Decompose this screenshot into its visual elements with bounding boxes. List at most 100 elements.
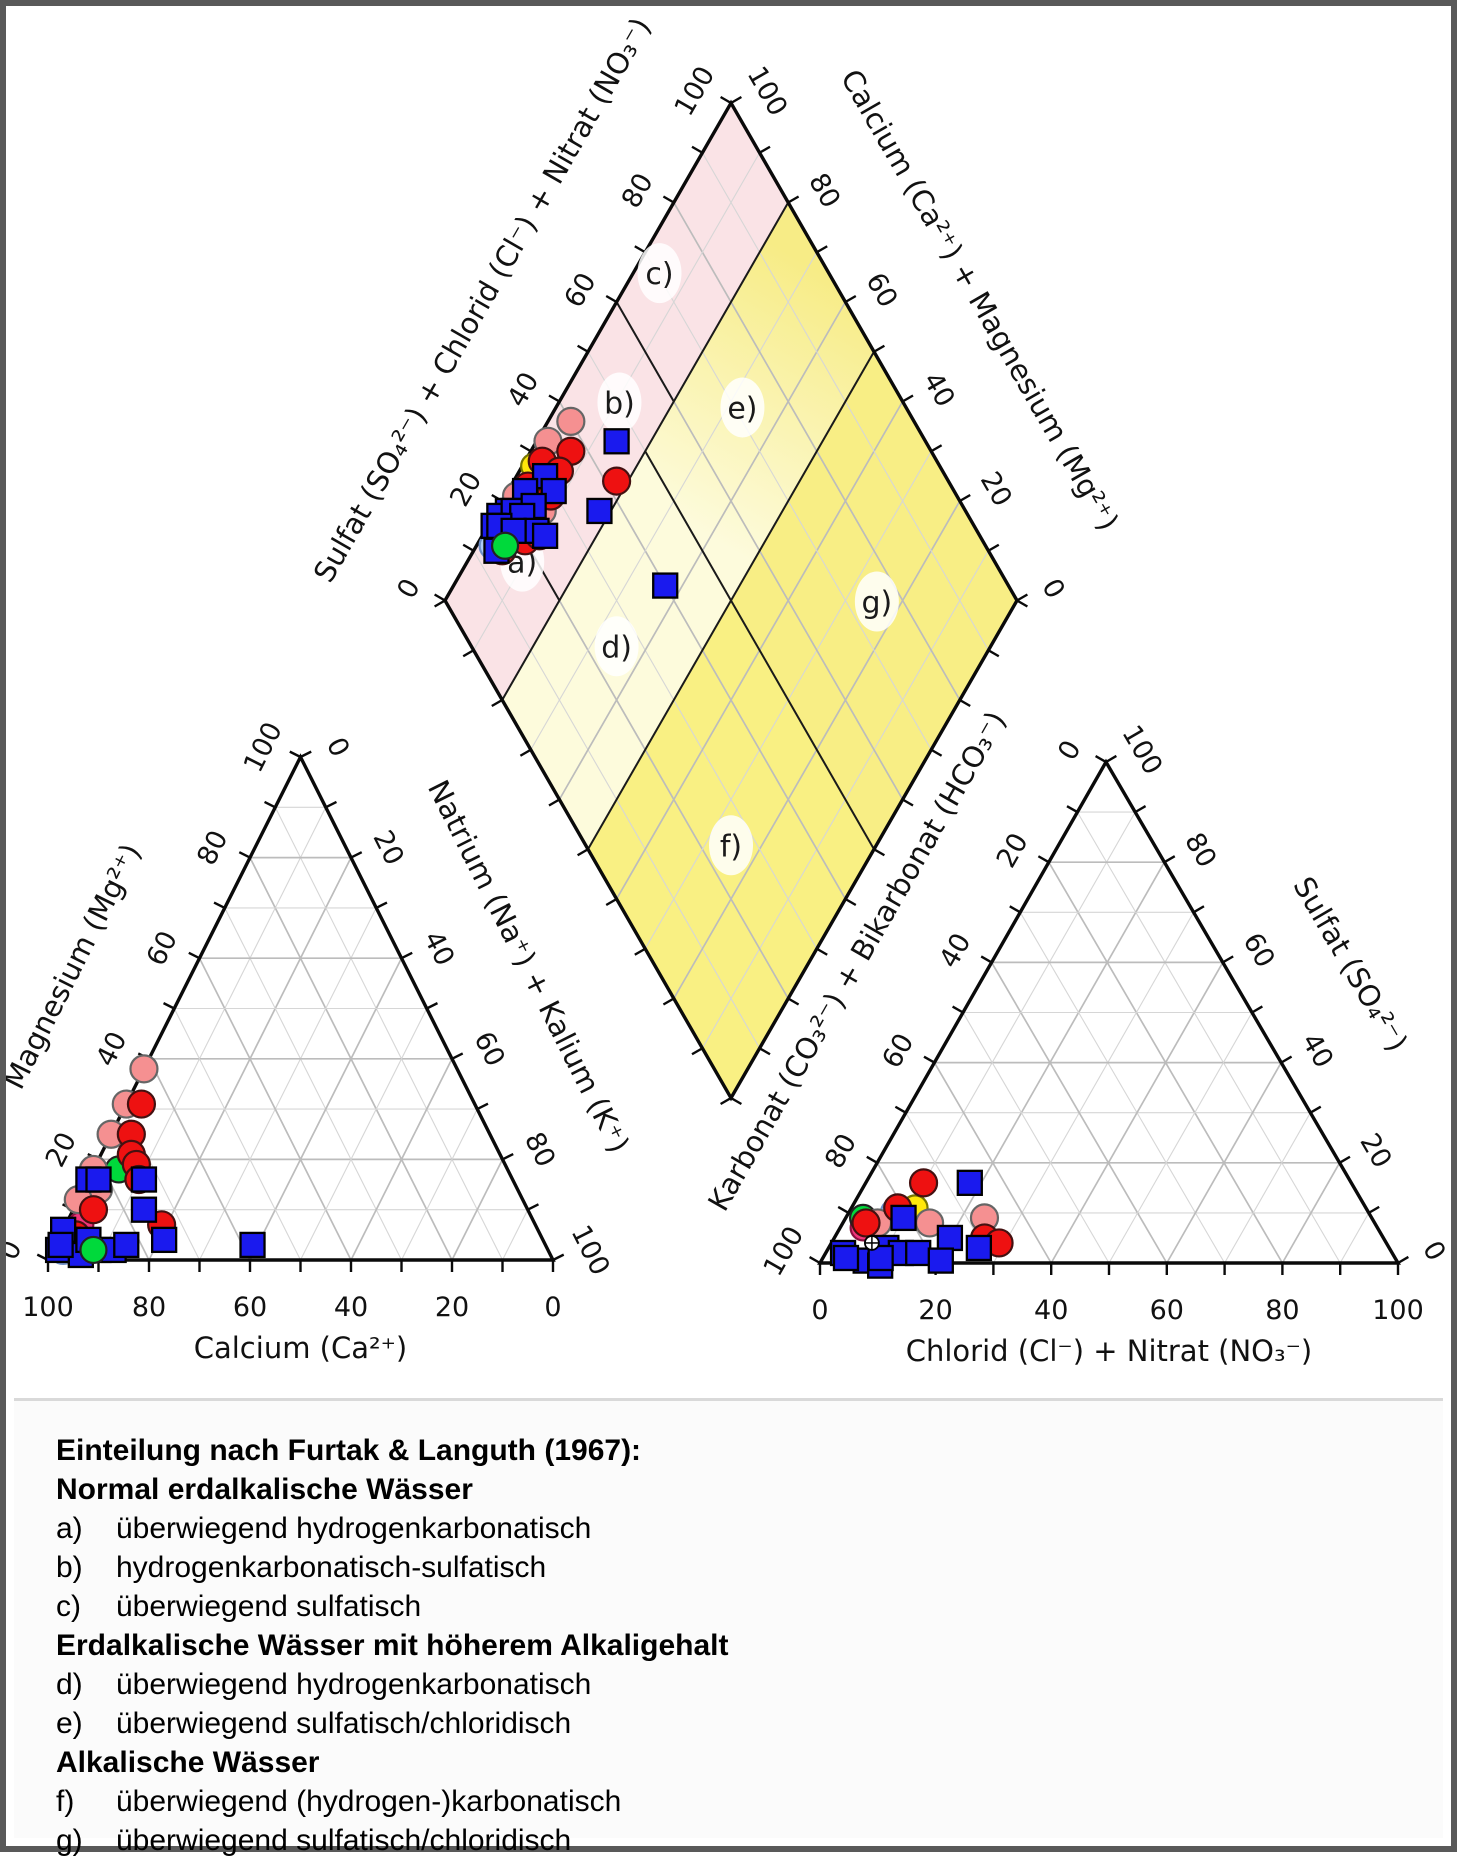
axis-title-anion-bottom: Chlorid (Cl⁻) + Nitrat (NO₃⁻) xyxy=(906,1334,1313,1368)
grid-line xyxy=(992,912,1195,1264)
axis-tick-label: 0 xyxy=(391,574,426,604)
grid-line xyxy=(1339,1212,1370,1264)
marker-blue-square xyxy=(936,1224,964,1252)
axis-tick xyxy=(787,997,800,1006)
axis-tick xyxy=(519,444,532,453)
axis-tick-label: 80 xyxy=(132,1292,166,1323)
axis-tick xyxy=(400,951,413,960)
grid-line xyxy=(224,907,402,1261)
grid-line xyxy=(1166,1062,1282,1264)
axis-tick xyxy=(576,344,589,353)
region-label-halo xyxy=(597,372,642,433)
axis-tick-label: 60 xyxy=(559,268,603,313)
marker-red-circle xyxy=(126,1089,157,1119)
axis-tick-label: 40 xyxy=(334,1292,368,1323)
axis-tick-label: 20 xyxy=(974,467,1018,512)
legend-item-key: a) xyxy=(56,1512,83,1545)
grid-line xyxy=(1224,1112,1311,1264)
axis-tick xyxy=(1163,855,1176,864)
axis-tick xyxy=(1368,1205,1380,1214)
legend-item-f: f) überwiegend (hydrogen-)karbonatisch xyxy=(56,1782,1423,1821)
marker-green-circle xyxy=(79,1235,108,1265)
axis-tick-label: 60 xyxy=(1237,928,1281,973)
marker-blue-square xyxy=(130,1196,158,1223)
axis-tick xyxy=(1016,599,1029,608)
axis-tick xyxy=(866,1155,878,1164)
axis-tick-label: 20 xyxy=(444,467,488,512)
axis-tick xyxy=(1134,805,1147,814)
legend-item-text: überwiegend hydrogenkarbonatisch xyxy=(116,1512,592,1545)
axis-tick xyxy=(923,1055,935,1064)
axis-tick xyxy=(634,245,646,254)
axis-tick xyxy=(691,1047,703,1056)
axis-tick xyxy=(462,543,475,552)
axis-tick xyxy=(433,599,446,608)
region-label-halo xyxy=(720,377,765,438)
grid-line xyxy=(274,807,503,1261)
legend-item-e: e) überwiegend sulfatisch/chloridisch xyxy=(56,1704,1423,1743)
legend-item-text: überwiegend sulfatisch xyxy=(116,1590,422,1623)
legend-item-text: hydrogenkarbonatisch-sulfatisch xyxy=(116,1551,547,1584)
axis-tick xyxy=(662,997,675,1006)
axis-tick-label: 80 xyxy=(518,1127,561,1172)
axis-tick xyxy=(787,195,800,204)
axis-tick-label: 40 xyxy=(934,928,978,973)
legend-item-text: überwiegend sulfatisch/chloridisch xyxy=(116,1824,572,1857)
axis-tick xyxy=(188,951,201,960)
axis-tick xyxy=(930,748,943,757)
axis-tick-label: 0 xyxy=(1416,1236,1451,1266)
axis-tick xyxy=(902,394,914,403)
axis-tick xyxy=(299,750,312,759)
axis-tick xyxy=(1094,755,1107,764)
axis-tick xyxy=(816,245,828,254)
axis-tick-label: 40 xyxy=(917,367,961,412)
axis-tick xyxy=(1037,855,1050,864)
axis-tick-label: 100 xyxy=(1115,720,1168,780)
marker-red-circle xyxy=(908,1168,939,1198)
axis-tick xyxy=(289,750,302,759)
axis-tick xyxy=(162,1002,175,1010)
axis-tick-label: 0 xyxy=(1052,735,1087,765)
axis-title-cation-left: Magnesium (Mg²⁺) xyxy=(6,838,148,1094)
grid-line xyxy=(1281,1162,1341,1264)
marker-blue-square xyxy=(927,1247,954,1274)
marker-blue-square xyxy=(832,1244,860,1272)
axis-tick xyxy=(730,95,743,105)
axis-tick-label: 100 xyxy=(1372,1295,1424,1326)
axis-tick xyxy=(350,851,363,859)
axis-tick-label: 0 xyxy=(544,1292,561,1323)
legend-group-heading-2: Alkalische Wässer xyxy=(56,1746,320,1779)
marker-green-circle xyxy=(490,531,520,560)
axis-tick xyxy=(844,294,857,304)
axis-tick xyxy=(1280,1055,1293,1064)
region-label-e: e) xyxy=(727,391,757,426)
axis-tick xyxy=(1338,1155,1351,1164)
marker-blue-square xyxy=(531,522,559,549)
marker-blue-square xyxy=(652,572,679,599)
axis-title-cation-bottom: Calcium (Ca²⁺) xyxy=(194,1331,408,1365)
axis-tick xyxy=(959,493,971,503)
legend-item-a: a) überwiegend hydrogenkarbonatisch xyxy=(56,1509,1423,1548)
axis-tick-label: 60 xyxy=(1150,1295,1184,1326)
axis-tick xyxy=(1251,1005,1263,1014)
axis-tick-label: 60 xyxy=(233,1292,267,1323)
axis-tick-label: 80 xyxy=(819,1129,863,1174)
legend-panel: Einteilung nach Furtak & Languth (1967):… xyxy=(14,1398,1443,1857)
marker-blue-square xyxy=(47,1231,74,1259)
axis-tick-label: 40 xyxy=(501,367,545,412)
axis-tick-label: 80 xyxy=(1178,828,1222,873)
axis-tick xyxy=(426,1002,439,1010)
axis-tick xyxy=(980,955,993,964)
axis-tick-label: 60 xyxy=(468,1027,511,1072)
axis-tick-label: 60 xyxy=(876,1028,920,1073)
axis-tick xyxy=(548,394,560,403)
axis-tick-label: 60 xyxy=(859,268,903,313)
axis-tick xyxy=(1016,593,1029,602)
axis-tick xyxy=(662,195,675,204)
axis-tick-label: 0 xyxy=(320,733,355,762)
axis-tick-label: 40 xyxy=(90,1027,133,1072)
region-label-halo xyxy=(594,616,639,677)
legend-item-key: e) xyxy=(56,1707,83,1740)
